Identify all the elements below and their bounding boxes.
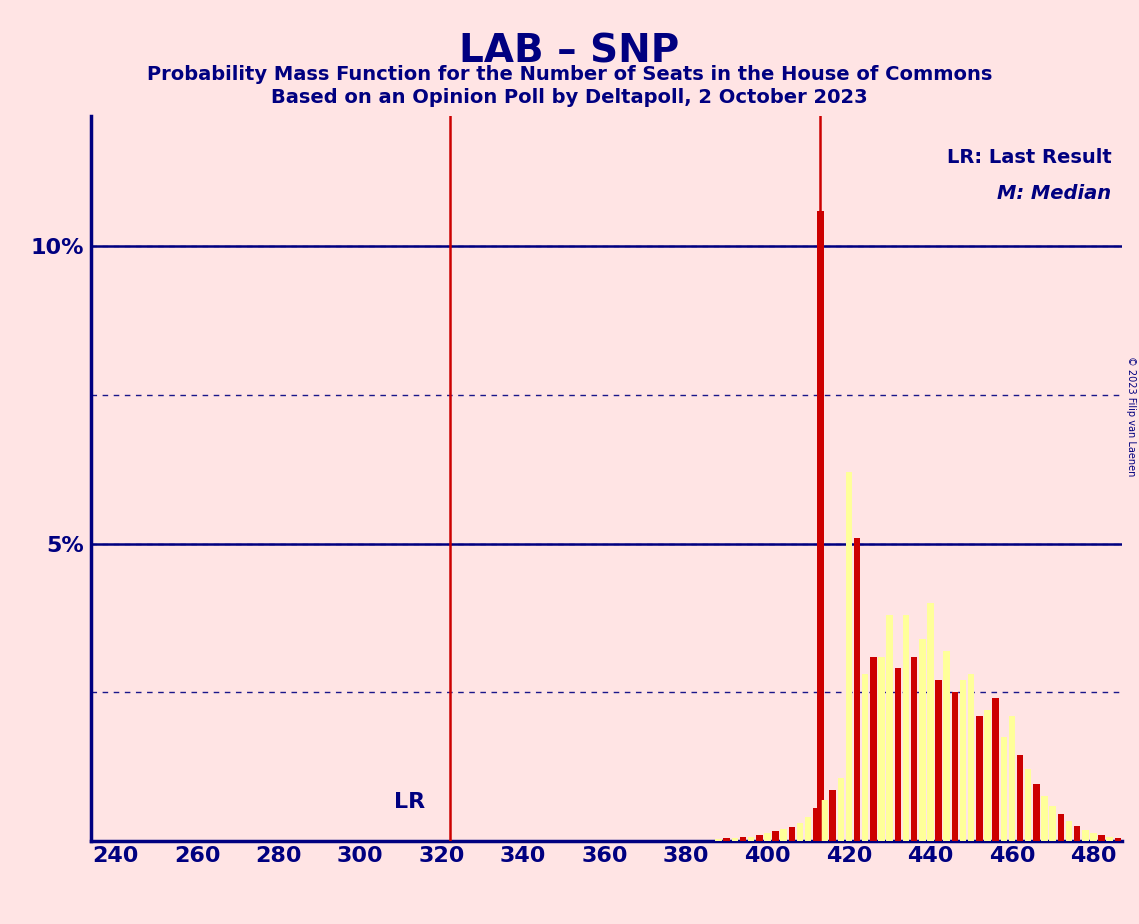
Bar (788, 827, 795, 841)
Bar (870, 657, 877, 841)
Bar (821, 800, 828, 841)
Bar (764, 833, 771, 841)
Bar (1049, 807, 1056, 841)
Bar (894, 668, 901, 841)
Bar (845, 472, 852, 841)
Bar (1098, 835, 1105, 841)
Bar (723, 838, 730, 841)
Bar (927, 603, 934, 841)
Bar (813, 808, 820, 841)
Bar (1106, 837, 1113, 841)
Bar (911, 657, 917, 841)
Bar (862, 675, 869, 841)
Bar (903, 614, 909, 841)
Bar (731, 838, 738, 841)
Bar (1000, 736, 1007, 841)
Text: © 2023 Filip van Laenen: © 2023 Filip van Laenen (1126, 356, 1136, 476)
Bar (1115, 838, 1121, 841)
Bar (715, 839, 722, 841)
Bar (817, 211, 823, 841)
Bar (968, 675, 975, 841)
Text: Based on an Opinion Poll by Deltapoll, 2 October 2023: Based on an Opinion Poll by Deltapoll, 2… (271, 88, 868, 107)
Bar (1041, 796, 1048, 841)
Bar (943, 650, 950, 841)
Text: Probability Mass Function for the Number of Seats in the House of Commons: Probability Mass Function for the Number… (147, 65, 992, 84)
Text: LR: Last Result: LR: Last Result (947, 148, 1112, 167)
Bar (976, 716, 983, 841)
Bar (1033, 784, 1040, 841)
Bar (854, 538, 860, 841)
Bar (829, 790, 836, 841)
Bar (772, 832, 779, 841)
Bar (960, 680, 966, 841)
Bar (1025, 770, 1032, 841)
Bar (748, 836, 754, 841)
Bar (992, 699, 999, 841)
Bar (886, 614, 893, 841)
Bar (739, 837, 746, 841)
Bar (984, 710, 991, 841)
Bar (935, 680, 942, 841)
Bar (1066, 821, 1072, 841)
Bar (797, 823, 803, 841)
Bar (951, 692, 958, 841)
Bar (780, 829, 787, 841)
Bar (1057, 814, 1064, 841)
Bar (837, 778, 844, 841)
Text: LR: LR (394, 792, 425, 812)
Bar (1082, 830, 1089, 841)
Bar (805, 817, 811, 841)
Bar (878, 657, 885, 841)
Bar (1017, 755, 1023, 841)
Text: M: Median: M: Median (998, 185, 1112, 203)
Bar (1009, 716, 1015, 841)
Bar (1090, 833, 1097, 841)
Bar (919, 638, 926, 841)
Bar (1074, 826, 1081, 841)
Bar (756, 835, 763, 841)
Text: LAB – SNP: LAB – SNP (459, 32, 680, 70)
